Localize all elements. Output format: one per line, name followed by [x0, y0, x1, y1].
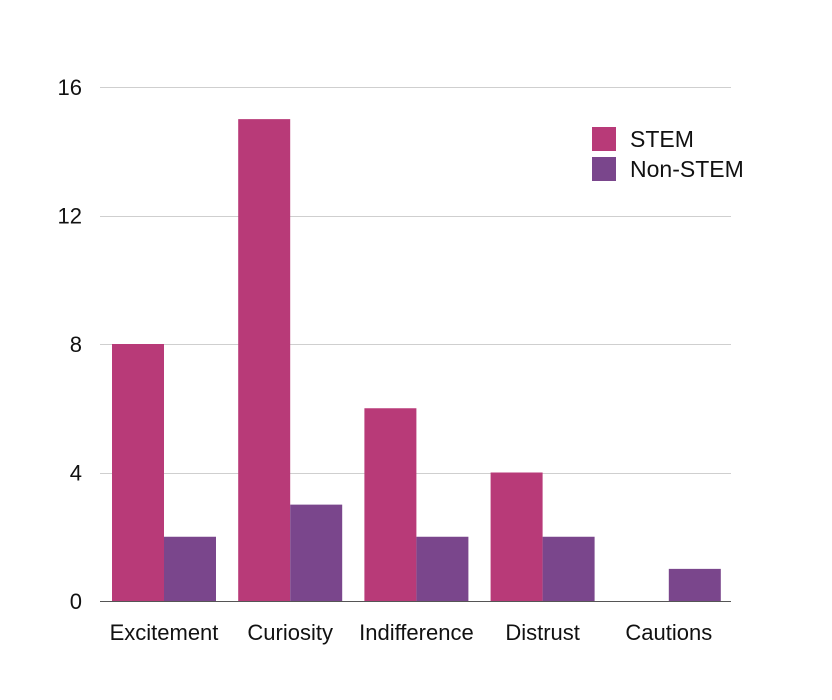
- y-tick-label: 4: [70, 461, 82, 486]
- y-axis-ticks: 0 4 8 12 16: [58, 75, 82, 614]
- y-tick-label: 16: [58, 75, 82, 100]
- y-tick-label: 0: [70, 589, 82, 614]
- legend-item-stem: STEM: [592, 124, 744, 154]
- x-tick-label: Cautions: [625, 620, 712, 645]
- bar-non-stem-curiosity: [290, 504, 343, 601]
- bar-non-stem-cautions: [668, 568, 721, 601]
- legend-swatch-stem: [592, 127, 616, 151]
- x-axis-ticks: Excitement Curiosity Indifference Distrust C…: [110, 620, 713, 645]
- bar-stem-curiosity: [238, 119, 291, 601]
- x-tick-label: Distrust: [505, 620, 580, 645]
- legend-label-non-stem: Non-STEM: [630, 155, 744, 182]
- x-tick-label: Excitement: [110, 620, 219, 645]
- legend-label-stem: STEM: [630, 125, 694, 152]
- x-tick-label: Curiosity: [247, 620, 333, 645]
- bar-non-stem-indifference: [416, 536, 469, 601]
- x-tick-label: Indifference: [359, 620, 474, 645]
- bars: [112, 119, 721, 601]
- y-tick-label: 12: [58, 204, 82, 229]
- bar-non-stem-distrust: [542, 536, 595, 601]
- legend: STEM Non-STEM: [592, 124, 744, 184]
- bar-stem-indifference: [364, 408, 417, 601]
- y-tick-label: 8: [70, 332, 82, 357]
- legend-item-non-stem: Non-STEM: [592, 154, 744, 184]
- bar-non-stem-excitement: [164, 536, 216, 601]
- bar-stem-distrust: [490, 472, 543, 601]
- bar-stem-excitement: [112, 344, 164, 601]
- legend-swatch-non-stem: [592, 157, 616, 181]
